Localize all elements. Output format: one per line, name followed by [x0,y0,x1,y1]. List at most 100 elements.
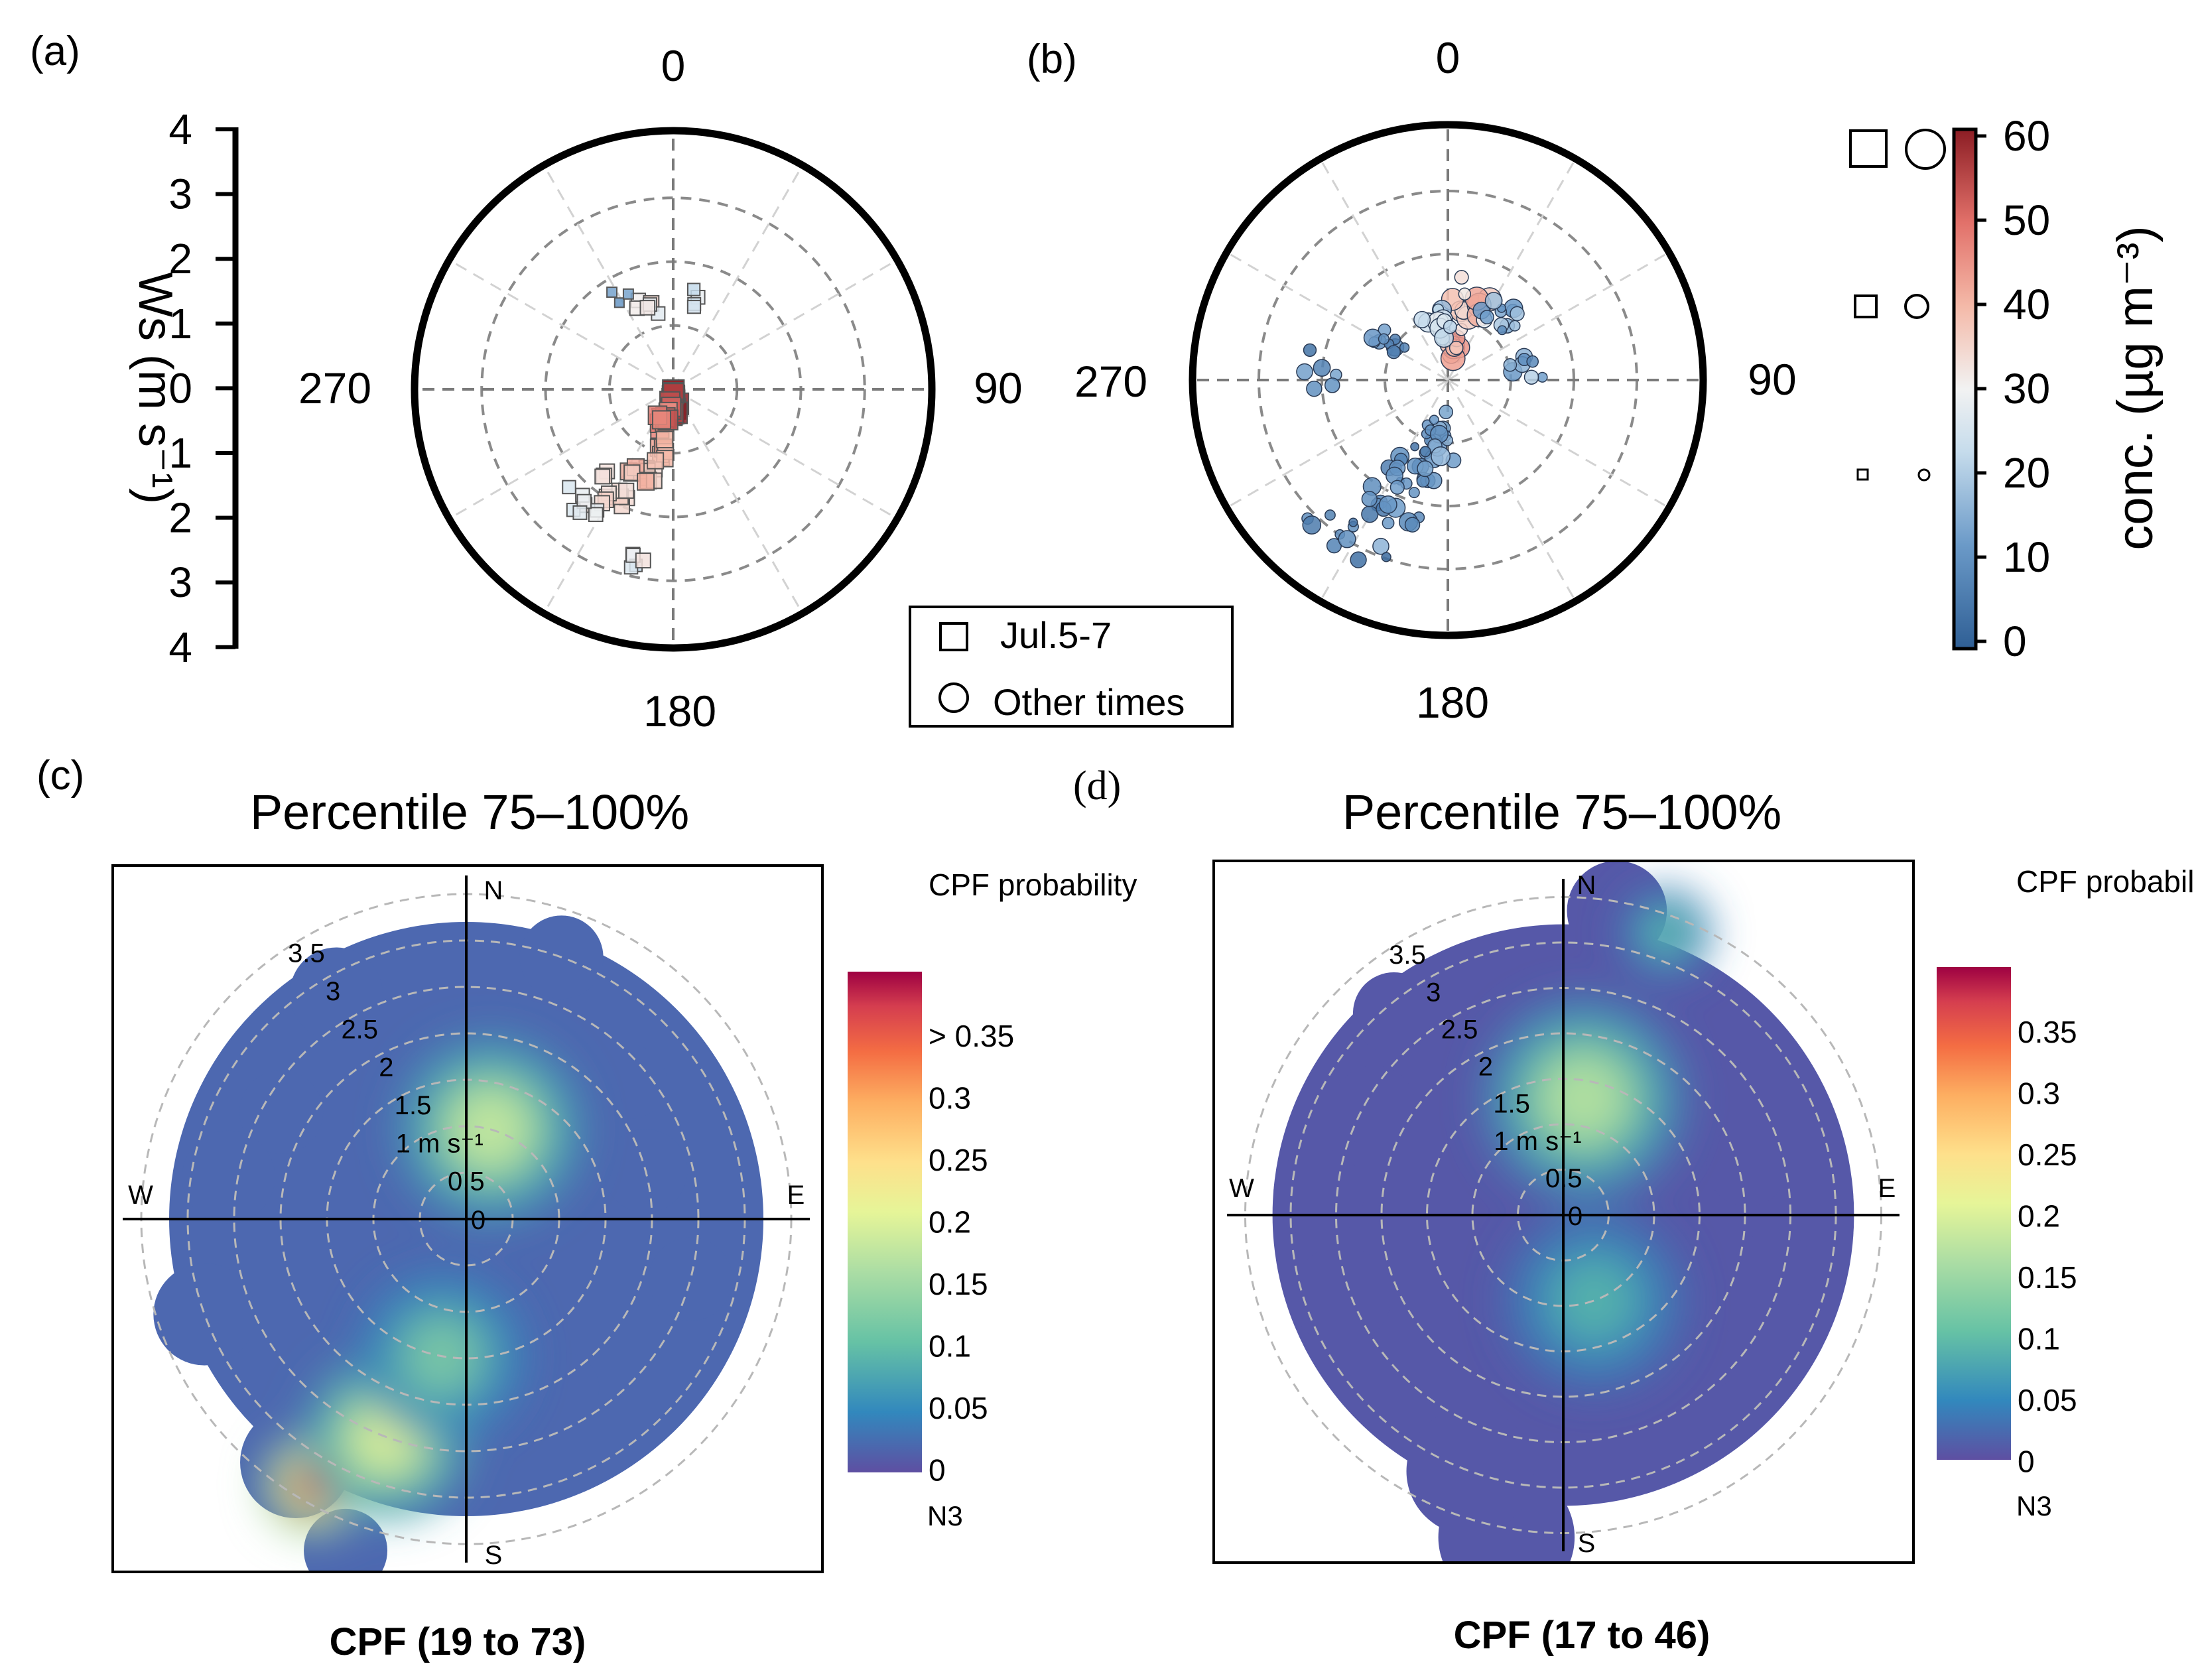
cpf-tick-label: 0.05 [2018,1383,2077,1417]
legend-item-other: Other times [993,681,1185,723]
point-b [1404,517,1421,533]
ws-axis: 4 3 2 1 0 1 2 3 4 Ws (m s⁻¹) [129,105,239,671]
point-b [1303,343,1317,357]
cpf-lobe [1291,1246,1391,1346]
point-b [1419,446,1431,458]
conc-colorbar-label: conc. (µg m⁻³) [2107,226,2164,550]
plot-border-d [1212,860,1915,1564]
point-b [1509,320,1521,332]
dir-label-b-east: 90 [1748,355,1796,404]
point-a [637,472,655,491]
ring-label: 1.5 [395,1091,432,1120]
compass-s-c: S [485,1541,503,1570]
cpf-lobe [290,947,383,1041]
ring-label: 0 [1568,1202,1582,1231]
panel-label-c: (c) [36,753,84,799]
point-b [1443,320,1457,334]
cpf-tick-label: 0.1 [929,1329,971,1364]
cpf-lobe [182,1130,275,1224]
legend-square-icon [939,622,968,651]
ws-tick-label: 1 [168,429,192,477]
cpf-tick-label: 0.2 [929,1205,971,1240]
point-b [1439,405,1454,420]
chart-title-c: Percentile 75–100% [250,785,689,840]
cpf-colorbar-footer-d: N3 [2016,1490,2052,1521]
ring-labels-d: 0 0.5 1 m s⁻¹ 1.522.533.5 [1389,940,1582,1231]
point-b [1348,517,1358,527]
cpf-lobe [1707,1124,1789,1207]
point-b [1306,380,1323,397]
ring-label: 0 [471,1206,485,1235]
cpf-tick-label: 0.15 [929,1267,988,1301]
point-b [1324,509,1336,521]
grid-b-spoke-330 [1321,161,1449,381]
point-b [1389,480,1405,495]
conc-tick-label: 10 [2003,533,2050,581]
point-a [562,480,576,495]
point-b [1458,287,1472,301]
point-b [1503,357,1518,372]
point-a [635,552,651,569]
point-b [1526,355,1539,368]
point-a [686,300,702,314]
point-a [686,283,701,296]
cpf-tick-label: 0.25 [2018,1137,2077,1172]
cpf-surface [1272,861,1854,1563]
compass-s-d: S [1578,1529,1596,1558]
point-b [1361,505,1379,523]
point-b [1382,517,1395,530]
cpf-lobe [528,1352,600,1423]
point-b [1361,491,1378,507]
ring-label: 3 [326,977,340,1006]
conc-colorbar-fill [1952,127,1978,651]
grid-a-spoke-150 [672,389,802,612]
point-b [1523,369,1539,385]
compass-n-d: N [1577,871,1596,900]
ring-label: 2 [379,1053,393,1082]
points-b [1296,269,1548,568]
point-a [639,300,656,316]
ws-tick-label: 0 [168,364,192,412]
compass-n-c: N [484,876,503,905]
size-key-circle-mid [1904,294,1929,319]
grid-b-spoke-120 [1447,379,1667,507]
ws-tick-label: 2 [168,494,192,542]
cpf-tick-label: 0.35 [2018,1015,2077,1049]
ring-labels-c: 0 0.5 1 m s⁻¹ 1.522.533.5 [288,939,485,1235]
grid-b-spoke-150 [1447,379,1575,599]
ws-tick-label: 3 [168,558,192,606]
point-b [1379,495,1397,514]
point-b [1338,530,1356,549]
dir-label-a-south: 180 [643,686,716,736]
point-b [1417,460,1434,478]
marker-legend: Jul.5-7 Other times [909,606,1234,728]
conc-tick-label: 30 [2003,365,2050,413]
point-b [1410,442,1420,452]
grid-a-spoke-60 [673,261,895,391]
cpf-lobe [592,1045,667,1120]
cpf-colorbar-title-c: CPF probability [929,868,1137,902]
panel-b: (b) 0 90 180 270 Jul.5-7 Other times [909,33,2164,728]
dir-label-b-north: 0 [1436,33,1460,82]
point-b [1381,552,1391,562]
cpf-blob [1645,913,1687,954]
point-a [622,288,634,300]
point-b [1510,306,1525,322]
grid-a-spoke-330 [545,167,675,390]
point-b [1386,345,1401,359]
point-b [1454,269,1469,285]
cpf-tick-label: 0.25 [929,1143,988,1177]
panel-label-d: (d) [1073,763,1121,808]
cpf-lobe [1680,986,1762,1068]
compass-w-c: W [128,1181,153,1210]
chart-caption-d: CPF (17 to 46) [1454,1614,1711,1657]
cpf-lobe [1333,1065,1415,1147]
cpf-tick-label: 0.2 [2018,1199,2060,1234]
size-key [1849,129,1946,482]
cpf-colorbar-d: CPF probability 0.35 0.3 0.25 0.2 0.15 0.1 0.0… [1937,864,2196,1521]
grid-b-spoke-60 [1447,253,1667,381]
cpf-tick-label: 0 [2018,1445,2035,1479]
point-b [1399,342,1410,353]
point-b [1431,446,1451,466]
point-a [588,507,604,523]
